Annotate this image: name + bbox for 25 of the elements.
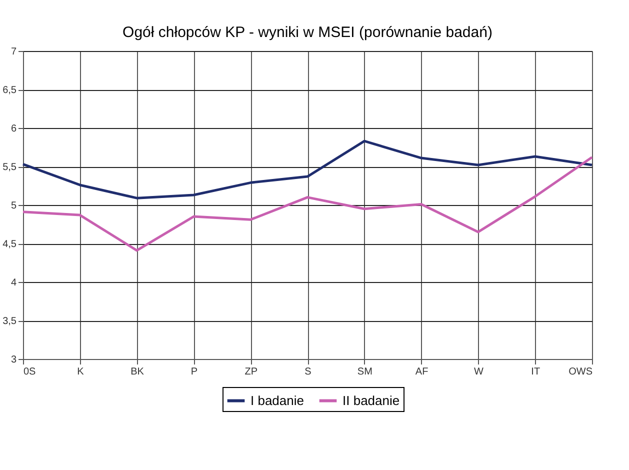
- x-tick-label: SM: [357, 366, 372, 378]
- y-tick-label: 4,5: [2, 239, 17, 250]
- line-series: [22, 156, 594, 252]
- x-tick-label: IT: [531, 366, 540, 378]
- x-tick-label: OWS: [568, 366, 593, 378]
- x-tick-label: W: [474, 366, 484, 378]
- x-tick-label: P: [190, 366, 198, 378]
- y-tick-label: 5,5: [2, 162, 17, 173]
- line-series: [22, 140, 594, 200]
- legend-label: II badanie: [342, 392, 400, 408]
- y-tick-label: 6: [10, 124, 17, 134]
- y-tick-label: 7: [10, 46, 17, 58]
- chart-title: Ogół chłopców KP - wyniki w MSEI (porównanie badań): [122, 24, 492, 41]
- legend-label: I badanie: [250, 392, 304, 408]
- x-tick-label: S: [304, 366, 312, 378]
- x-tick-label: BK: [130, 366, 144, 378]
- y-tick-label: 3: [10, 354, 17, 366]
- y-tick-label: 3,5: [2, 316, 17, 327]
- x-tick-label: 0S: [24, 366, 36, 378]
- x-tick-label: K: [77, 366, 84, 378]
- x-tick-label: AF: [415, 366, 428, 378]
- x-tick-label: ZP: [244, 366, 258, 378]
- y-tick-label: 5: [10, 200, 17, 212]
- y-tick-label: 4: [10, 278, 17, 288]
- y-tick-label: 6,5: [2, 85, 17, 96]
